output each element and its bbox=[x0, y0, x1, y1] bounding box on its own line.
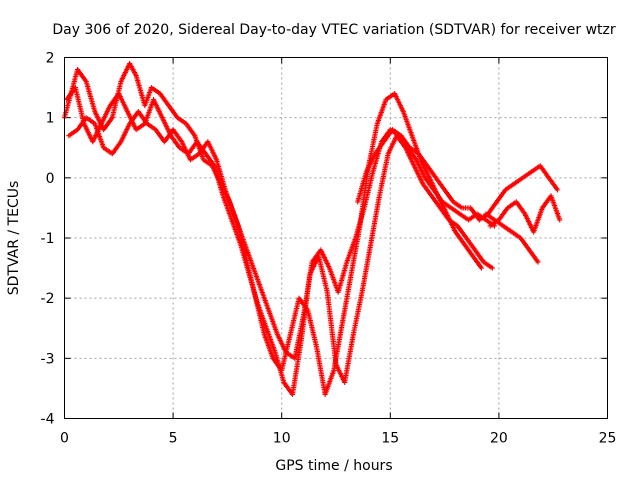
series-track-6 bbox=[483, 211, 541, 265]
tick-labels: 0 5 10 15 20 25 -4 -3 -2 -1 0 1 2 bbox=[41, 51, 617, 447]
data-point bbox=[554, 187, 561, 193]
data-point bbox=[557, 217, 563, 223]
x-axis-label: GPS time / hours bbox=[275, 458, 392, 474]
data-point bbox=[489, 265, 495, 271]
x-tick-label: 25 bbox=[599, 431, 617, 447]
data-point bbox=[535, 259, 541, 265]
series-track-2 bbox=[64, 84, 495, 398]
series-track-3 bbox=[66, 109, 498, 361]
x-tick-label: 5 bbox=[169, 431, 178, 447]
x-tick-label: 0 bbox=[60, 431, 69, 447]
plot-frame bbox=[64, 57, 608, 419]
series-track-4 bbox=[355, 127, 561, 223]
y-axis-label: SDTVAR / TECUs bbox=[6, 181, 22, 296]
y-tick-label: 1 bbox=[46, 111, 55, 127]
x-tick-label: 10 bbox=[273, 431, 291, 447]
y-tick-label: -1 bbox=[41, 231, 55, 247]
y-tick-label: 2 bbox=[46, 51, 55, 67]
y-tick-label: -4 bbox=[41, 412, 55, 428]
x-tick-label: 15 bbox=[381, 431, 399, 447]
y-tick-label: -3 bbox=[41, 351, 55, 367]
chart-title: Day 306 of 2020, Sidereal Day-to-day VTE… bbox=[52, 22, 616, 38]
data-point bbox=[478, 265, 485, 271]
y-tick-label: 0 bbox=[46, 171, 55, 187]
y-tick-label: -2 bbox=[41, 291, 55, 307]
x-tick-label: 20 bbox=[490, 431, 508, 447]
series-track-5 bbox=[487, 193, 563, 235]
data-markers bbox=[61, 60, 563, 398]
